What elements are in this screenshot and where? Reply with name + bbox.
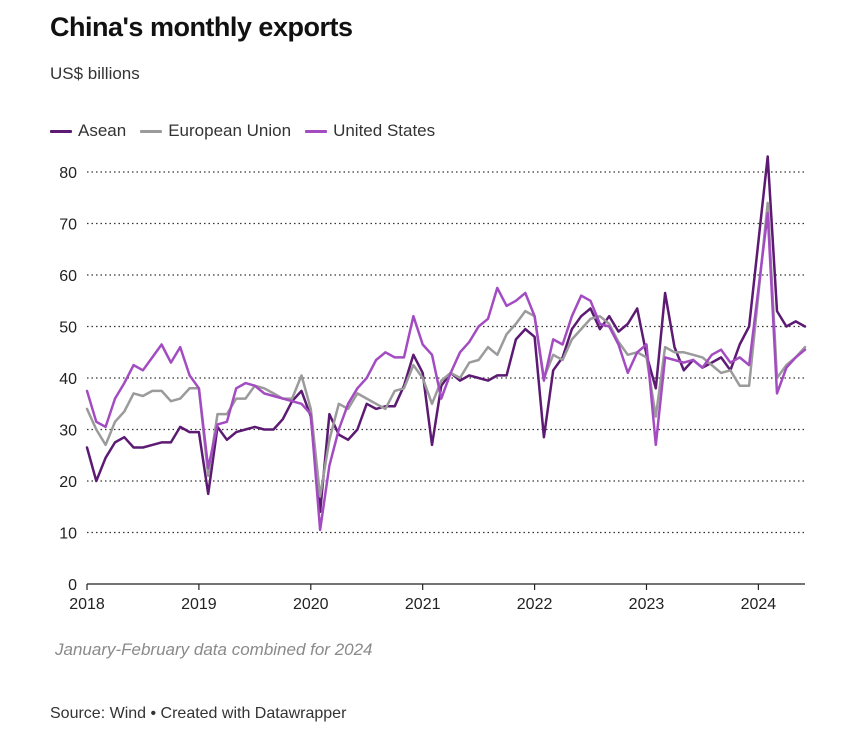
line-chart: 0 10 20 30 40 50 60 70 80 2018 2019 2020 2021 2022 202…: [59, 155, 807, 613]
series-line-european-union: [85, 201, 807, 498]
y-tick-label-0: 0: [68, 577, 77, 594]
chart-subtitle: US$ billions: [50, 64, 140, 83]
grid-layer: [87, 171, 805, 534]
axis-layer: 0 10 20 30 40 50 60 70 80 2018 2019 2020 2021 2022 202…: [59, 165, 805, 613]
legend-label-united-states: United States: [333, 121, 436, 140]
chart-note: January-February data combined for 2024: [55, 640, 373, 659]
y-tick-label-70: 70: [59, 217, 77, 234]
y-tick-label-50: 50: [59, 320, 77, 337]
series-line-asean: [85, 155, 807, 514]
chart-legend: Asean European Union United States: [50, 121, 449, 141]
x-tick-label-2023: 2023: [629, 596, 665, 613]
y-tick-label-40: 40: [59, 371, 77, 388]
legend-item-asean: Asean: [50, 121, 126, 141]
legend-label-asean: Asean: [78, 121, 127, 140]
legend-label-european-union: European Union: [168, 121, 292, 140]
x-tick-label-2021: 2021: [405, 596, 441, 613]
x-tick-label-2018: 2018: [69, 596, 105, 613]
x-tick-label-2019: 2019: [181, 596, 217, 613]
series-layer: [85, 155, 807, 532]
chart-title: China's monthly exports: [50, 12, 353, 42]
legend-swatch-united-states: [305, 129, 328, 133]
legend-item-european-union: European Union: [140, 121, 291, 141]
legend-item-united-states: United States: [305, 121, 435, 141]
x-tick-label-2020: 2020: [293, 596, 329, 613]
legend-swatch-asean: [50, 129, 72, 133]
y-tick-label-10: 10: [59, 526, 77, 543]
y-tick-label-20: 20: [59, 474, 77, 491]
legend-swatch-european-union: [140, 129, 163, 133]
chart-source: Source: Wind • Created with Datawrapper: [50, 705, 347, 722]
y-tick-label-60: 60: [59, 268, 77, 285]
y-tick-label-30: 30: [59, 423, 77, 440]
x-tick-label-2022: 2022: [517, 596, 553, 613]
x-tick-label-2024: 2024: [741, 596, 777, 613]
series-line-united-states: [85, 211, 807, 532]
y-tick-label-80: 80: [59, 165, 77, 182]
